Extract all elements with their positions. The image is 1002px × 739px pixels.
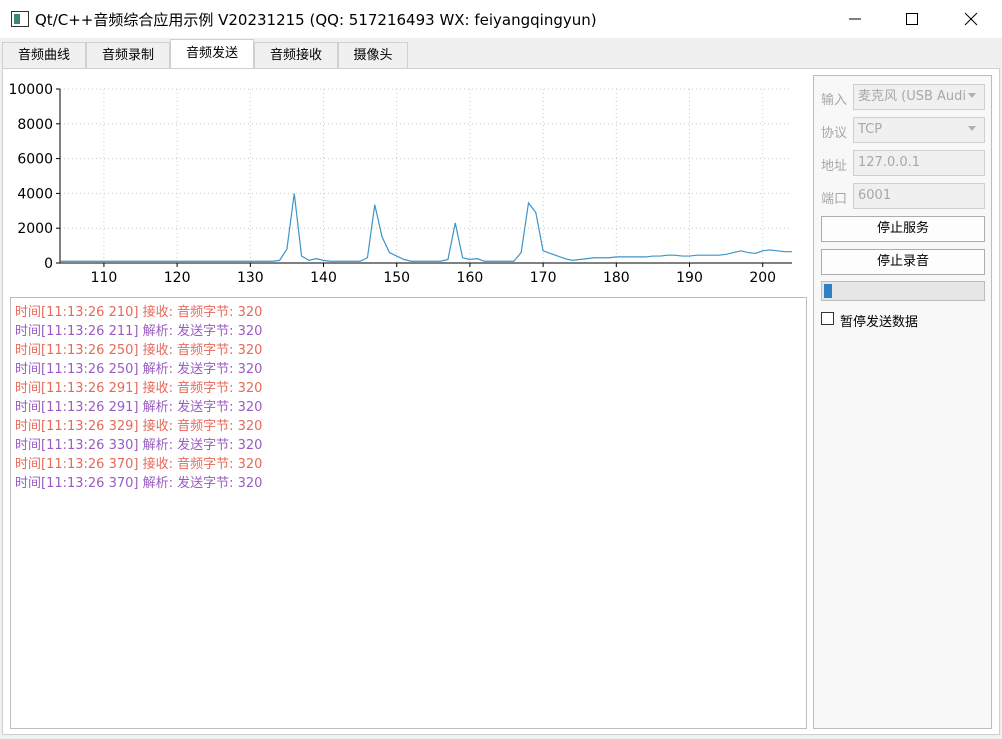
y-tick-label: 0 (44, 256, 53, 272)
field[interactable]: TCP (853, 117, 985, 143)
window-title: Qt/C++音频综合应用示例 V20231215 (QQ: 517216493 … (35, 11, 597, 29)
field-label: 端口 (821, 192, 848, 207)
checkbox[interactable] (821, 312, 834, 325)
y-tick-label: 4000 (17, 186, 53, 202)
dropdown-arrow (968, 126, 976, 131)
button[interactable]: 停止录音 (821, 249, 985, 275)
x-tick-label: 140 (310, 270, 337, 286)
y-tick-label: 8000 (17, 117, 53, 133)
x-tick-label: 200 (749, 270, 776, 286)
log-view: 时间[11:13:26 210] 接收: 音频字节: 320 时间[11:13:2… (10, 297, 807, 729)
x-tick-label: 110 (91, 270, 118, 286)
x-tick-label: 150 (383, 270, 410, 286)
x-tick-label: 130 (237, 270, 264, 286)
tab[interactable]: 音频发送 (170, 39, 254, 69)
log-line: 时间[11:13:26 370] 接收: 音频字节: 320 (15, 457, 263, 472)
log-line: 时间[11:13:26 211] 解析: 发送字节: 320 (15, 324, 263, 339)
tab[interactable]: 音频曲线 (2, 42, 86, 69)
progress-bar (821, 281, 985, 301)
y-tick-label: 10000 (10, 82, 53, 98)
field[interactable]: 127.0.0.1 (853, 150, 985, 176)
x-tick-label: 170 (530, 270, 557, 286)
field[interactable]: 麦克风 (USB Audi (853, 84, 985, 110)
window-controls[interactable] (840, 8, 990, 30)
field-label: 协议 (821, 126, 848, 141)
x-tick-label: 160 (457, 270, 484, 286)
log-line: 时间[11:13:26 250] 解析: 发送字节: 320 (15, 362, 263, 377)
title-bar: Qt/C++音频综合应用示例 V20231215 (QQ: 517216493 … (0, 0, 1002, 38)
field[interactable]: 6001 (853, 183, 985, 209)
tab[interactable]: 摄像头 (338, 42, 408, 69)
x-tick-label: 120 (164, 270, 191, 286)
checkbox-label: 暂停发送数据 (840, 315, 919, 330)
button[interactable]: 停止服务 (821, 216, 985, 242)
log-line: 时间[11:13:26 250] 接收: 音频字节: 320 (15, 343, 263, 358)
app-icon (11, 11, 29, 27)
x-tick-label: 190 (676, 270, 703, 286)
tab[interactable]: 音频录制 (86, 42, 170, 69)
log-line: 时间[11:13:26 291] 接收: 音频字节: 320 (15, 381, 263, 396)
y-tick-label: 2000 (17, 221, 53, 237)
x-tick-label: 180 (603, 270, 630, 286)
field-label: 输入 (821, 93, 848, 108)
field-label: 地址 (821, 159, 848, 174)
log-line: 时间[11:13:26 330] 解析: 发送字节: 320 (15, 438, 263, 453)
log-line: 时间[11:13:26 370] 解析: 发送字节: 320 (15, 476, 263, 491)
dropdown-arrow (968, 93, 976, 98)
y-tick-label: 6000 (17, 152, 53, 168)
progress-fill (824, 284, 832, 298)
tab[interactable]: 音频接收 (254, 42, 338, 69)
data-line (60, 193, 792, 262)
log-line: 时间[11:13:26 210] 接收: 音频字节: 320 (15, 305, 263, 320)
log-line: 时间[11:13:26 291] 解析: 发送字节: 320 (15, 400, 263, 415)
log-line: 时间[11:13:26 329] 接收: 音频字节: 320 (15, 419, 263, 434)
chart: 0 2000 4000 6000 8000 10000 110 120 130 140 150 160… (10, 82, 792, 286)
